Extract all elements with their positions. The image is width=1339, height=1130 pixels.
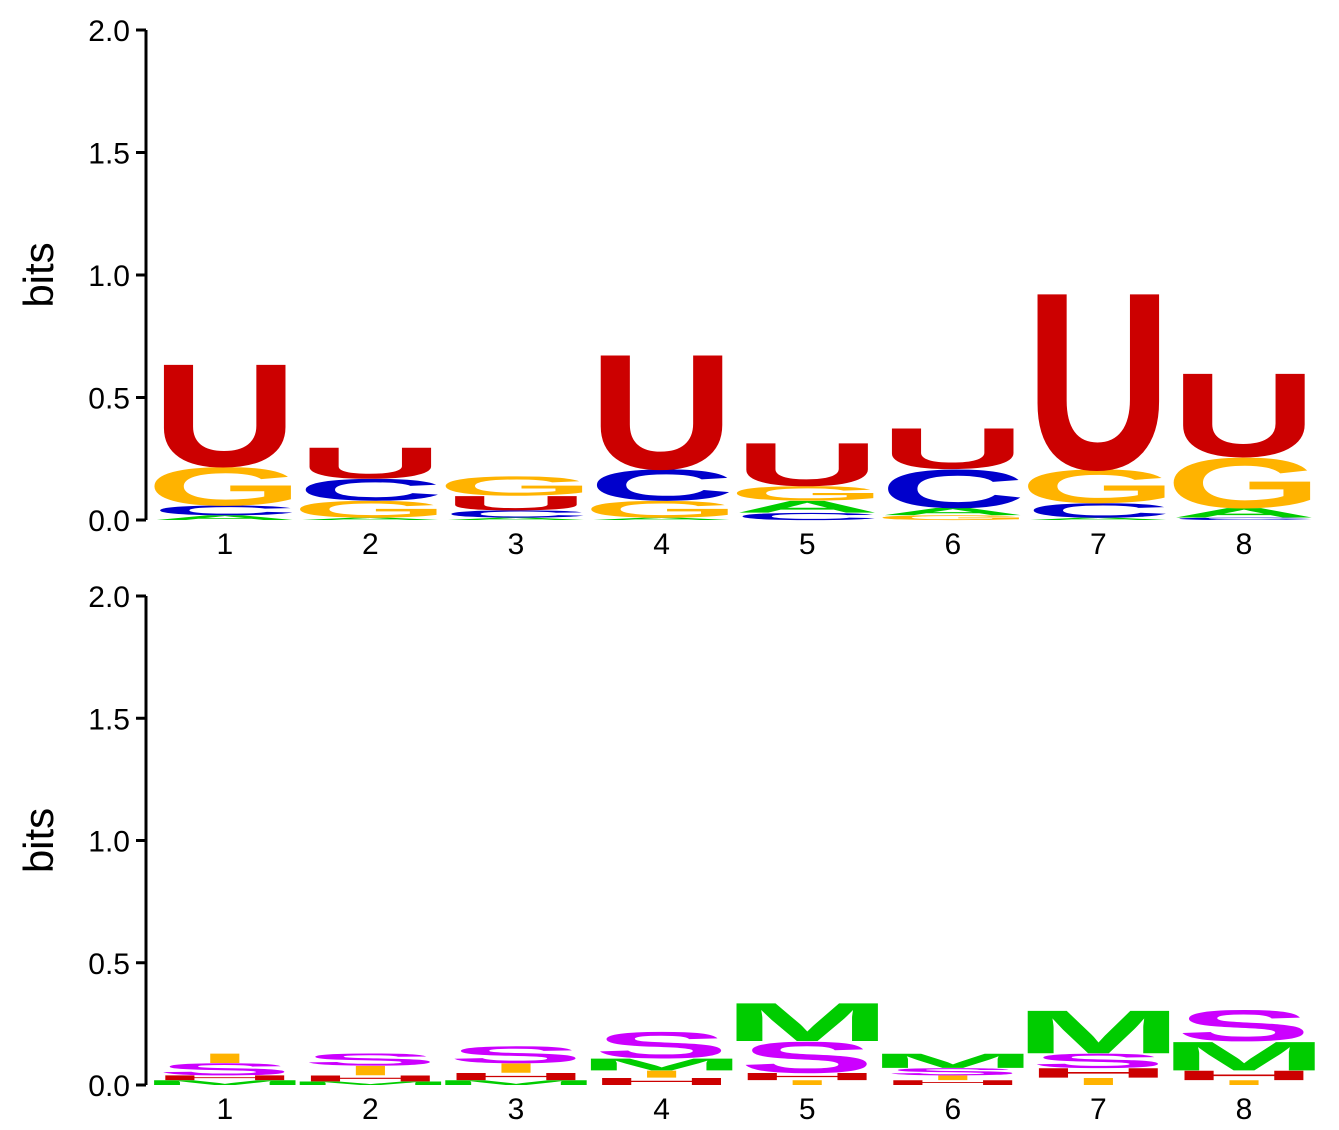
logo-letter-m: M (1014, 998, 1182, 1067)
x-tick-label: 5 (799, 1093, 816, 1126)
logo-letter-a: A (152, 514, 298, 522)
y-tick-label: 1.0 (88, 826, 130, 859)
logo-letter-g: G (1020, 460, 1177, 513)
y-axis-title: bits (15, 808, 62, 873)
logo-letter-g: G (874, 514, 1031, 522)
logo-letter-h: H (734, 1071, 880, 1082)
y-axis-title: bits (15, 242, 62, 307)
y-tick-label: 0.5 (88, 948, 130, 981)
logo-letter-g: G (437, 471, 594, 502)
logo-letter-g: G (729, 482, 886, 505)
x-tick-label: 6 (944, 528, 961, 561)
logo-letter-u: U (1171, 349, 1317, 482)
logo-letter-a: A (297, 517, 443, 521)
x-tick-label: 1 (216, 528, 233, 561)
y-tick-label: 0.5 (88, 383, 130, 416)
logo-letter-c: C (297, 473, 443, 507)
logo-letter-s: S (449, 1041, 584, 1068)
x-tick-label: 3 (508, 1093, 525, 1126)
logo-letter-m: M (1160, 1033, 1328, 1079)
x-tick-label: 4 (653, 528, 670, 561)
logo-letter-h: H (880, 1079, 1026, 1087)
y-tick-label: 1.0 (88, 260, 130, 293)
logo-letter-a: A (1171, 505, 1317, 520)
logo-letter-c: C (589, 460, 735, 510)
logo-letter-u: U (734, 430, 880, 499)
logo-letter-c: C (152, 503, 298, 518)
logo-letter-m: M (723, 992, 891, 1053)
y-tick-label: 1.5 (88, 138, 130, 171)
logo-letter-s: S (1031, 1049, 1166, 1072)
logo-letter-u: U (443, 492, 589, 515)
logo-letter-s: S (594, 1024, 729, 1066)
logo-letter-a: A (443, 517, 589, 521)
logo-letter-u: U (880, 416, 1026, 481)
logo-letter-m: M (141, 1079, 309, 1087)
y-tick-label: 2.0 (88, 581, 130, 614)
logo-letter-i: I (1216, 1079, 1272, 1087)
logo-letter-c: C (1025, 499, 1171, 522)
x-tick-label: 8 (1236, 1093, 1253, 1126)
logo-letter-i: I (634, 1068, 690, 1079)
logo-letter-s: S (303, 1050, 438, 1069)
logo-letter-h: H (152, 1074, 298, 1082)
logo-letter-a: A (880, 506, 1026, 517)
logo-letter-g: G (583, 496, 740, 523)
logo-letter-g: G (1165, 443, 1322, 523)
logo-letter-i: I (488, 1060, 544, 1075)
x-tick-label: 5 (799, 528, 816, 561)
x-tick-label: 2 (362, 528, 379, 561)
logo-letter-s: S (740, 1033, 875, 1083)
logo-letter-g: G (146, 456, 303, 517)
logo-letter-h: H (1171, 1068, 1317, 1083)
logo-letter-s: S (885, 1066, 1020, 1077)
logo-letter-m: M (869, 1049, 1037, 1072)
logo-letter-m: M (286, 1080, 454, 1086)
logo-letter-g: G (292, 496, 449, 523)
logo-letter-i: I (1070, 1076, 1126, 1087)
logo-letter-h: H (297, 1074, 443, 1084)
x-tick-label: 7 (1090, 528, 1107, 561)
logo-letter-h: H (1025, 1065, 1171, 1080)
logo-letter-a: A (734, 497, 880, 516)
logo-letter-i: I (342, 1063, 398, 1078)
x-tick-label: 4 (653, 1093, 670, 1126)
x-tick-label: 3 (508, 528, 525, 561)
logo-letter-a: A (1025, 517, 1171, 521)
logo-letter-i: I (925, 1074, 981, 1082)
logo-letter-m: M (432, 1079, 600, 1087)
y-tick-label: 0.0 (88, 505, 130, 538)
x-tick-label: 7 (1090, 1093, 1107, 1126)
logo-letter-a: A (589, 517, 735, 521)
logo-letter-m: M (577, 1055, 745, 1074)
logo-letter-c: C (880, 459, 1026, 520)
logo-letter-s: S (157, 1060, 292, 1079)
logo-letter-u: U (1025, 240, 1171, 523)
x-tick-label: 2 (362, 1093, 379, 1126)
logo-letter-u: U (297, 438, 443, 488)
x-tick-label: 8 (1236, 528, 1253, 561)
logo-letter-u: U (589, 321, 735, 505)
y-tick-label: 2.0 (88, 15, 130, 48)
x-tick-label: 6 (944, 1093, 961, 1126)
y-tick-label: 0.0 (88, 1070, 130, 1103)
y-tick-label: 1.5 (88, 703, 130, 736)
logo-letter-u: U (152, 334, 298, 498)
logo-letter-s: S (1177, 1001, 1312, 1051)
logo-letter-c: C (1171, 517, 1317, 521)
logo-letter-c: C (443, 508, 589, 519)
logo-letter-c: C (734, 511, 880, 522)
logo-letter-h: H (443, 1071, 589, 1082)
logo-letter-i: I (779, 1079, 835, 1087)
x-tick-label: 1 (216, 1093, 233, 1126)
logo-letter-i: I (197, 1051, 253, 1066)
logo-letter-h: H (589, 1076, 735, 1087)
